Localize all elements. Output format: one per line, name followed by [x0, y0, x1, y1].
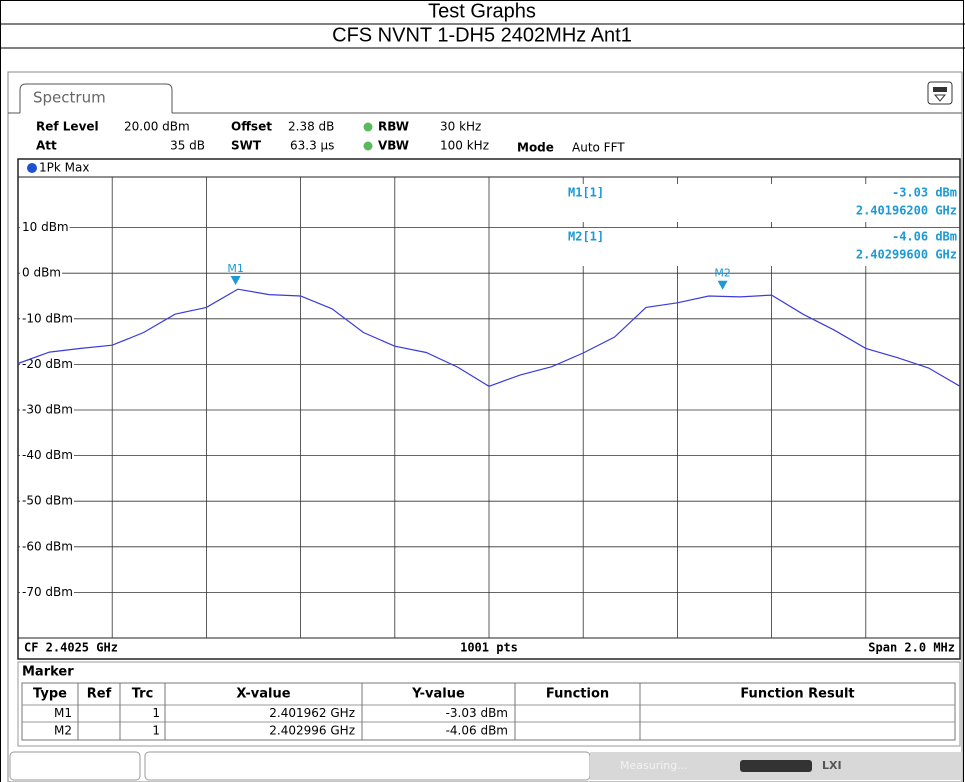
- setting-label: SWT: [231, 139, 262, 153]
- footer-cf: CF 2.4025 GHz: [24, 641, 118, 655]
- marker: [717, 280, 728, 290]
- trace-indicator: [27, 163, 37, 173]
- table-cell: -3.03 dBm: [446, 706, 508, 720]
- y-tick-label: -70 dBm: [22, 585, 73, 599]
- table-cell: M2: [54, 724, 72, 738]
- setting-label: VBW: [378, 139, 409, 153]
- report-subtitle: CFS NVNT 1-DH5 2402MHz Ant1: [332, 24, 632, 46]
- table-cell: 1: [152, 706, 160, 720]
- label-bg: [20, 539, 74, 554]
- footer-span: Span 2.0 MHz: [868, 641, 955, 655]
- column-header: Ref: [87, 687, 112, 702]
- status-icon: LXI: [822, 759, 842, 772]
- setting-label: Att: [36, 139, 57, 153]
- tab[interactable]: [19, 83, 173, 113]
- column-header: Function: [546, 687, 609, 702]
- label-bg: [20, 448, 74, 463]
- table-cell: 2.401962 GHz: [269, 706, 355, 720]
- setting-value: 2.38 dB: [288, 120, 334, 134]
- footer-points: 1001 pts: [460, 641, 518, 655]
- readout-frequency: 2.40299600 GHz: [856, 248, 957, 262]
- table-cell: M1: [54, 706, 72, 720]
- label-bg: [20, 220, 70, 235]
- readout-frequency: 2.40196200 GHz: [856, 204, 957, 218]
- column-header: Type: [33, 687, 67, 702]
- readout-name: M1[1]: [568, 186, 604, 200]
- table-grid: [21, 682, 956, 741]
- setting-label: Ref Level: [36, 120, 99, 134]
- readout-bg: [560, 228, 958, 266]
- setting-value: Auto FFT: [572, 141, 625, 155]
- column-header: Trc: [132, 687, 154, 702]
- readout-level: -3.03 dBm: [892, 186, 957, 200]
- label-bg: [20, 265, 62, 280]
- setting-label: Mode: [517, 141, 554, 155]
- y-tick-label: -40 dBm: [22, 448, 73, 462]
- trace: [17, 288, 961, 387]
- setting-value: 100 kHz: [440, 139, 489, 153]
- tab-label[interactable]: Spectrum: [33, 89, 106, 107]
- column-header: Y-value: [411, 687, 465, 702]
- marker-label: M1: [227, 262, 244, 275]
- column-header: X-value: [236, 687, 290, 702]
- readout-bg: [560, 184, 958, 222]
- y-tick-label: -30 dBm: [22, 403, 73, 417]
- indicator: [363, 141, 373, 151]
- readout-name: M2[1]: [568, 230, 604, 244]
- label-bg: [20, 584, 74, 599]
- status-field: [9, 751, 141, 781]
- y-tick-label: -60 dBm: [22, 539, 73, 553]
- setting-value: 35 dB: [170, 139, 205, 153]
- setting-label: RBW: [378, 120, 409, 134]
- label-bg: [20, 356, 74, 371]
- y-tick-label: -50 dBm: [22, 494, 73, 508]
- label-bg: [20, 311, 74, 326]
- table-title: Marker: [22, 665, 74, 680]
- report-title: Test Graphs: [428, 0, 536, 22]
- y-tick-label: 10 dBm: [22, 220, 69, 234]
- setting-label: Offset: [231, 120, 272, 134]
- label-bg: [20, 493, 74, 508]
- label-bg: [20, 402, 74, 417]
- menu-icon: [933, 87, 947, 92]
- status-text: Measuring...: [620, 759, 688, 772]
- setting-value: 63.3 µs: [290, 139, 334, 153]
- status-field: [144, 751, 591, 781]
- y-tick-label: 0 dBm: [22, 266, 61, 280]
- setting-value: 30 kHz: [440, 120, 481, 134]
- trace-label: 1Pk Max: [39, 161, 89, 175]
- y-tick-label: -10 dBm: [22, 311, 73, 325]
- table-cell: -4.06 dBm: [446, 724, 508, 738]
- menu-icon: [933, 94, 947, 102]
- marker-label: M2: [714, 267, 731, 280]
- indicator: [363, 122, 373, 132]
- column-header: Function Result: [740, 687, 854, 702]
- marker-table: [17, 661, 961, 747]
- setting-value: 20.00 dBm: [124, 120, 190, 134]
- table-cell: 2.402996 GHz: [269, 724, 355, 738]
- readout-level: -4.06 dBm: [892, 230, 957, 244]
- marker: [230, 276, 241, 286]
- table-cell: 1: [152, 724, 160, 738]
- progress-bar: [740, 760, 812, 772]
- y-tick-label: -20 dBm: [22, 357, 73, 371]
